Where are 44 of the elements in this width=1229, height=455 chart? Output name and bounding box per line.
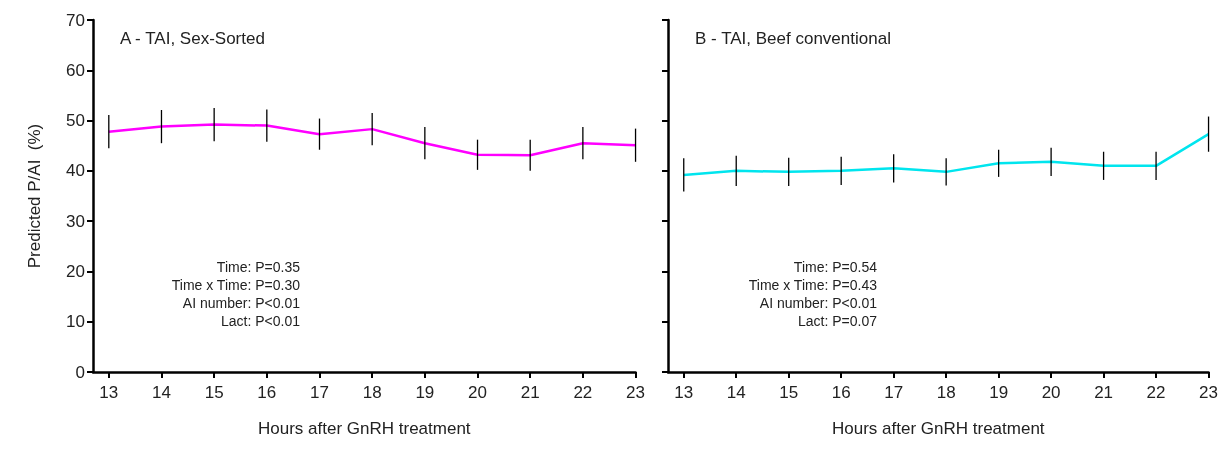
annotation: Time: P=0.54 — [793, 259, 878, 275]
annotation: Lact: P=0.07 — [797, 313, 878, 329]
x-tick-label: 13 — [99, 383, 119, 402]
x-tick-label: 14 — [152, 383, 171, 402]
text: A - TAI, Sex-Sorted — [120, 29, 265, 48]
y-tick-label: 40 — [66, 161, 85, 181]
y-tick-label: 60 — [66, 60, 85, 80]
x-tick-label: 21 — [520, 383, 540, 402]
annotation: AI number: P<0.01 — [759, 295, 878, 311]
x-tick-label: 15 — [204, 383, 224, 402]
y-tick-label: 0 — [75, 362, 85, 382]
annotation: AI number: P<0.01 — [182, 295, 301, 311]
x-tick-label: 17 — [310, 383, 329, 402]
line-series — [107, 123, 637, 157]
annotation: Time x Time: P=0.30 — [171, 277, 301, 293]
x-axis-title: Hours after GnRH treatment — [831, 419, 1045, 438]
annotation: Time x Time: P=0.43 — [748, 277, 878, 293]
x-tick-label: 17 — [884, 383, 904, 402]
y-tick-label: 50 — [66, 111, 85, 131]
x-tick-label: 19 — [989, 383, 1009, 402]
y-axis-title: Predicted P/AI (%) — [25, 123, 44, 269]
y-tick-label: 70 — [66, 10, 85, 30]
y-tick-label: 10 — [66, 312, 85, 332]
x-tick-label: 20 — [468, 383, 487, 402]
x-tick-label: 23 — [626, 383, 646, 402]
x-tick-label: 16 — [831, 383, 851, 402]
x-tick-label: 20 — [1041, 383, 1061, 402]
annotation: Time: P=0.35 — [216, 259, 301, 275]
x-tick-label: 19 — [415, 383, 435, 402]
x-axis-title: Hours after GnRH treatment — [257, 419, 471, 438]
annotation: Lact: P<0.01 — [220, 313, 301, 329]
text: B - TAI, Beef conventional — [695, 29, 891, 48]
x-tick-label: 21 — [1094, 383, 1114, 402]
x-tick-label: 14 — [726, 383, 746, 402]
y-tick-label: 20 — [66, 261, 85, 281]
x-tick-label: 18 — [936, 383, 956, 402]
x-tick-label: 22 — [573, 383, 593, 402]
x-tick-label: 15 — [779, 383, 799, 402]
y-tick-label: 30 — [66, 211, 85, 231]
x-tick-label: 13 — [674, 383, 694, 402]
x-tick-label: 23 — [1199, 383, 1219, 402]
x-tick-label: 18 — [362, 383, 382, 402]
x-tick-label: 16 — [257, 383, 277, 402]
x-tick-label: 22 — [1146, 383, 1166, 402]
